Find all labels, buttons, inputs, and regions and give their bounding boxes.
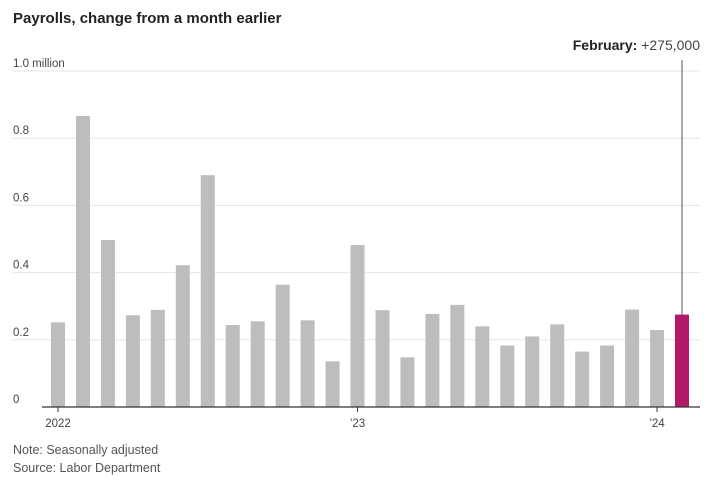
x-tick-label: ’24: [649, 418, 665, 430]
bar: [125, 315, 140, 407]
bar: [550, 324, 565, 407]
y-tick-label: 0.2: [13, 327, 29, 339]
bar: [500, 345, 515, 407]
chart-note: Note: Seasonally adjusted: [13, 443, 159, 457]
y-tick-label: 0.6: [13, 192, 29, 204]
bar: [400, 357, 415, 407]
x-tick-label: ’23: [350, 418, 365, 430]
annotation-month: February:: [573, 37, 641, 53]
bar: [350, 245, 365, 407]
bar: [650, 330, 665, 407]
chart-title: Payrolls, change from a month earlier: [13, 10, 282, 27]
bar: [575, 351, 590, 407]
bar: [375, 310, 390, 407]
bar: [51, 322, 65, 407]
bar: [425, 313, 440, 407]
bar: [200, 175, 215, 407]
x-tick-label: 2022: [45, 418, 71, 430]
bar: [100, 240, 115, 407]
bar: [150, 309, 165, 407]
y-tick-label: 0: [13, 394, 19, 406]
bar: [175, 265, 190, 407]
bar: [600, 345, 615, 407]
bar: [450, 304, 465, 407]
bar: [475, 326, 490, 407]
y-tick-label: 1.0 million: [13, 58, 65, 70]
bar: [275, 284, 290, 407]
y-tick-label: 0.8: [13, 125, 29, 137]
bar: [225, 325, 240, 407]
annotation-value: +275,000: [641, 37, 700, 53]
bar: [300, 320, 315, 407]
bar: [325, 361, 340, 407]
highlight-bar: [675, 314, 689, 407]
bar: [625, 309, 640, 407]
annotation-label: February: +275,000: [573, 37, 700, 53]
y-tick-label: 0.4: [13, 260, 30, 272]
bar: [525, 336, 540, 407]
bar: [75, 116, 90, 408]
bar: [250, 321, 265, 407]
chart-source: Source: Labor Department: [13, 461, 161, 475]
